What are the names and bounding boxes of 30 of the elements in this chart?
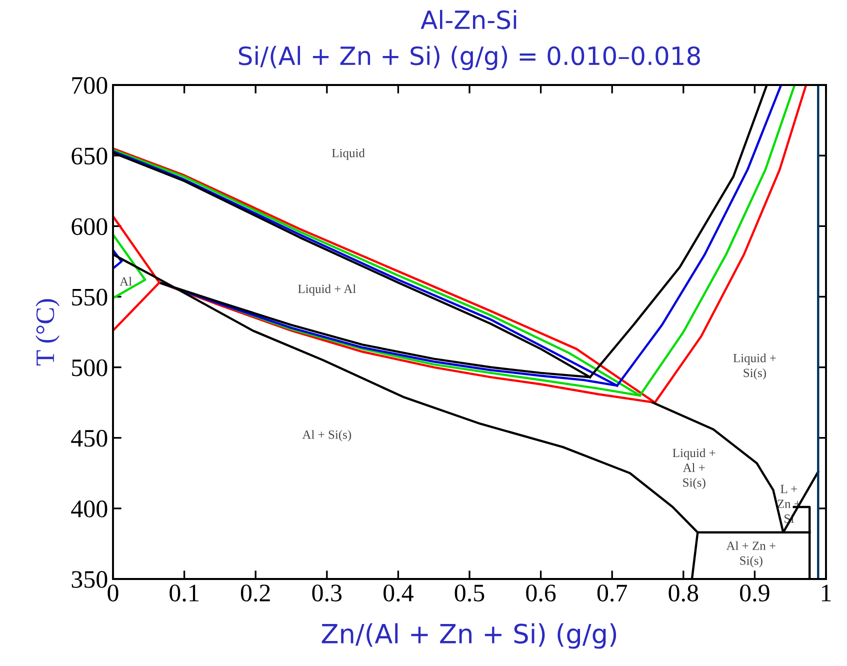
x-tick-label: 0.8 xyxy=(668,584,698,602)
x-axis-title: Zn/(Al + Zn + Si) (g/g) xyxy=(322,623,616,649)
y-tick-label: 550 xyxy=(72,288,108,306)
y-tick-label: 600 xyxy=(72,218,108,236)
annotation: Liquid xyxy=(332,148,365,160)
x-tick-label: 0.3 xyxy=(312,584,342,602)
y-tick-label: 450 xyxy=(71,430,108,447)
x-tick-label: 0 xyxy=(108,584,118,602)
y-tick-label: 350 xyxy=(72,571,108,588)
x-tick-label: 1 xyxy=(822,584,831,602)
x-tick-label: 0.2 xyxy=(240,584,270,602)
x-tick-label: 0.1 xyxy=(170,584,198,602)
y-tick-label: 400 xyxy=(71,500,108,518)
chart-subtitle: Si/(Al + Zn + Si) (g/g) = 0.010–0.018 xyxy=(238,46,700,70)
chart-title: Al-Zn-Si xyxy=(420,10,516,30)
annotation: Liquid + Al xyxy=(298,284,356,296)
x-tick-label: 0.5 xyxy=(454,584,484,602)
y-tick-label: 700 xyxy=(72,77,108,94)
annotation: Liquid + Al + Si(s) xyxy=(672,448,716,490)
x-tick-label: 0.7 xyxy=(597,584,628,602)
annotation: Liquid + Si(s) xyxy=(733,354,776,380)
annotation: Al + Si(s) xyxy=(302,430,352,442)
y-axis-title: T (°C) xyxy=(36,299,60,366)
x-tick-label: 0.9 xyxy=(740,584,770,602)
annotation: Al xyxy=(120,276,132,286)
annotation: Al + Zn + Si(s) xyxy=(726,541,776,568)
y-tick-label: 650 xyxy=(72,148,108,164)
x-tick-label: 0.4 xyxy=(384,584,414,602)
y-tick-label: 500 xyxy=(72,359,108,376)
x-tick-label: 0.6 xyxy=(526,584,556,602)
